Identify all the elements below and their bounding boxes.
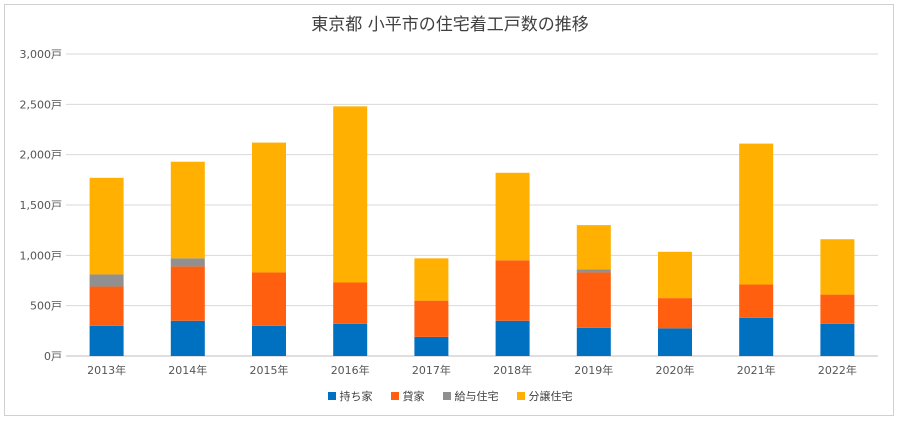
bar-segment xyxy=(576,225,611,270)
bar-segment xyxy=(658,251,692,299)
y-tick-label: 3,000戸 xyxy=(20,48,63,61)
chart-legend: 持ち家 貸家 給与住宅 分譲住宅 xyxy=(0,388,900,404)
bar-segment xyxy=(739,143,774,285)
x-tick-label: 2019年 xyxy=(574,363,613,377)
bar-segment xyxy=(252,325,286,356)
bar-segment xyxy=(495,260,530,321)
x-tick-label: 2014年 xyxy=(168,363,207,377)
bar-segment xyxy=(495,320,530,356)
bar-segment xyxy=(658,298,692,329)
bar-segment xyxy=(576,327,611,356)
bar-segment xyxy=(170,266,205,321)
y-tick-label: 500戸 xyxy=(30,300,62,313)
legend-label: 給与住宅 xyxy=(454,390,499,403)
bar-segment xyxy=(739,284,774,318)
legend-swatch xyxy=(442,392,451,400)
bar-segment xyxy=(820,294,855,324)
legend-item: 分譲住宅 xyxy=(516,388,573,404)
bar-segment xyxy=(170,258,205,267)
bar-segment xyxy=(414,258,449,301)
legend-label: 分譲住宅 xyxy=(528,390,573,403)
legend-item: 貸家 xyxy=(390,388,425,404)
bar-segment xyxy=(333,282,368,324)
bars xyxy=(89,106,855,356)
bar-segment xyxy=(89,325,124,356)
x-tick-label: 2013年 xyxy=(87,363,126,377)
chart-title: 東京都 小平市の住宅着工戸数の推移 xyxy=(311,15,589,35)
bar-segment xyxy=(252,272,286,326)
x-axis: 2013年 2014年 2015年 2016年 2017年 2018年 2019年 2020年… xyxy=(87,363,857,377)
legend-label: 貸家 xyxy=(402,390,425,403)
bar-segment xyxy=(333,106,368,283)
x-tick-label: 2020年 xyxy=(656,363,695,377)
y-tick-label: 1,500戸 xyxy=(20,199,63,212)
bar-segment xyxy=(414,336,449,356)
bar-segment xyxy=(414,300,449,337)
legend-swatch xyxy=(390,392,399,400)
bar-segment xyxy=(820,239,855,295)
y-tick-label: 0戸 xyxy=(44,350,62,363)
x-tick-label: 2018年 xyxy=(493,363,532,377)
bar-segment xyxy=(89,177,124,275)
x-tick-label: 2015年 xyxy=(250,363,289,377)
bar-segment xyxy=(495,172,530,261)
bar-segment xyxy=(576,272,611,328)
legend-item: 持ち家 xyxy=(327,388,373,404)
x-tick-label: 2017年 xyxy=(412,363,451,377)
legend-item: 給与住宅 xyxy=(442,388,499,404)
legend-swatch xyxy=(516,392,525,400)
x-tick-label: 2016年 xyxy=(331,363,370,377)
x-tick-label: 2022年 xyxy=(818,363,857,377)
legend-swatch xyxy=(327,392,336,400)
bar-segment xyxy=(89,286,124,326)
bar-segment xyxy=(89,274,124,287)
x-tick-label: 2021年 xyxy=(737,363,776,377)
bar-segment xyxy=(333,323,368,356)
y-tick-label: 1,000戸 xyxy=(20,249,63,262)
bar-segment xyxy=(252,142,286,273)
y-tick-label: 2,000戸 xyxy=(20,149,63,162)
bar-segment xyxy=(820,323,855,356)
bar-segment xyxy=(170,161,205,259)
y-tick-label: 2,500戸 xyxy=(20,98,63,111)
bar-segment xyxy=(739,317,774,356)
bar-segment xyxy=(170,320,205,356)
bar-segment xyxy=(576,269,611,273)
legend-label: 持ち家 xyxy=(339,390,373,403)
y-axis: 0戸 500戸 1,000戸 1,500戸 2,000戸 2,500戸 3,000戸 xyxy=(20,48,63,363)
bar-segment xyxy=(658,328,692,356)
